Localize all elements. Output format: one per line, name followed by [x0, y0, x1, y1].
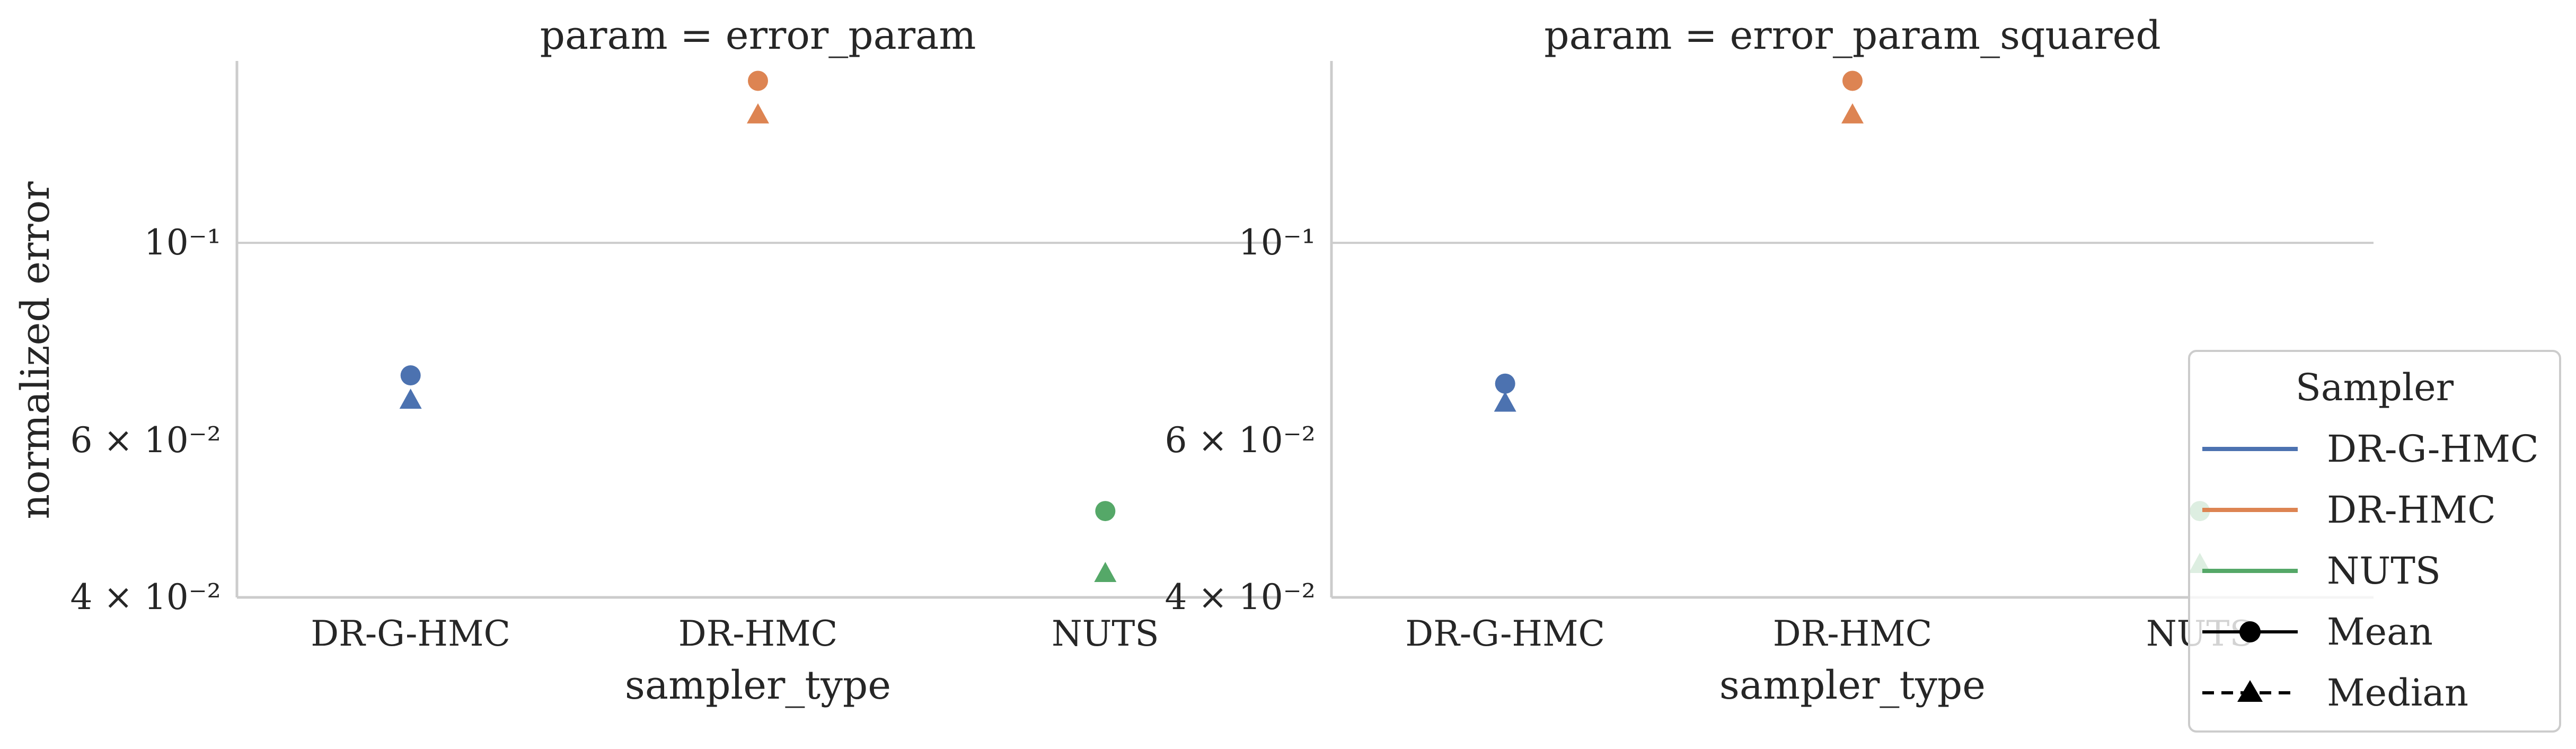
mean-point [1095, 501, 1116, 522]
x-tick-label: DR-HMC [1773, 613, 1933, 654]
legend-entry: Mean [2202, 610, 2433, 654]
median-point [399, 389, 422, 409]
mean-point [748, 71, 768, 91]
legend-entry: NUTS [2202, 549, 2441, 593]
legend-label: DR-HMC [2327, 488, 2496, 532]
legend-entry: DR-HMC [2202, 488, 2496, 532]
panel-1: param = error_param 4 × 10⁻² 6 × 10⁻² 10⁻¹ D… [13, 13, 1279, 708]
legend-box [2188, 350, 2561, 733]
y-tick-label: 4 × 10⁻² [1165, 577, 1316, 618]
legend-entry: DR-G-HMC [2202, 427, 2539, 471]
mean-point [400, 365, 421, 386]
median-point [1494, 391, 1516, 412]
x-tick-label: DR-G-HMC [311, 613, 510, 654]
mean-point [1842, 71, 1863, 91]
legend-marker-circle [2239, 621, 2261, 642]
panel-title: param = error_param_squared [1544, 13, 2160, 58]
legend: Sampler DR-G-HMC DR-HMC NUTS Mean Median [2188, 350, 2561, 733]
y-tick-label: 10⁻¹ [144, 222, 221, 263]
median-point [1094, 561, 1117, 582]
y-axis-label: normalized error [13, 181, 58, 519]
x-axis-label: sampler_type [1719, 663, 1986, 708]
y-tick-label: 6 × 10⁻² [1165, 420, 1316, 461]
legend-label: Mean [2327, 610, 2433, 654]
x-tick-label: DR-HMC [678, 613, 838, 654]
legend-label: DR-G-HMC [2327, 427, 2539, 471]
legend-entry: Median [2202, 671, 2468, 715]
y-tick-label: 4 × 10⁻² [70, 577, 221, 618]
legend-title: Sampler [2296, 366, 2454, 409]
x-axis-label: sampler_type [625, 663, 891, 708]
panel-title: param = error_param [540, 13, 976, 58]
legend-label: Median [2327, 671, 2468, 715]
x-tick-label: NUTS [1052, 613, 1159, 654]
mean-point [1495, 373, 1515, 394]
y-tick-label: 10⁻¹ [1239, 222, 1316, 263]
x-tick-label: DR-G-HMC [1405, 613, 1605, 654]
median-point [1841, 103, 1864, 124]
legend-marker-triangle [2237, 680, 2263, 702]
y-tick-label: 6 × 10⁻² [70, 420, 221, 461]
median-point [747, 103, 769, 124]
legend-label: NUTS [2327, 549, 2441, 593]
panel-2: param = error_param_squared 4 × 10⁻² 6 × 1… [1165, 13, 2374, 708]
